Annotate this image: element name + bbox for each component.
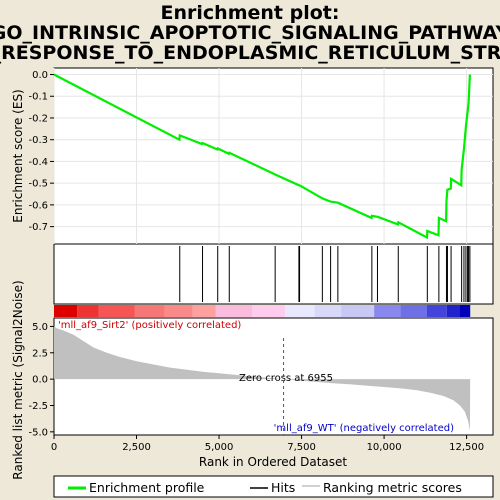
es-panel — [53, 67, 494, 245]
x-tick-label: 2,500 — [122, 442, 151, 453]
rank-y-tick-label: 2.5 — [32, 348, 48, 359]
rank-y-tick-label: 5.0 — [32, 322, 48, 333]
colorbar-segment — [252, 305, 286, 317]
es-y-tick-label: -0.5 — [28, 179, 48, 190]
colorbar-segment — [54, 305, 78, 317]
ranking-metric-area — [54, 326, 471, 431]
positive-label: 'mll_af9_Sirt2' (positively correlated) — [58, 320, 241, 331]
zero-cross-label: Zero cross at 6955 — [239, 373, 333, 384]
ranking-metric-fill — [54, 326, 471, 431]
es-y-tick-label: -0.6 — [28, 200, 48, 211]
rank-y-tick-label: -5.0 — [28, 427, 48, 438]
es-y-tick-label: -0.7 — [28, 222, 48, 233]
es-y-tick-label: -0.4 — [28, 157, 48, 168]
enrichment-profile-line — [53, 73, 471, 240]
rank-y-tick-label: -2.5 — [28, 401, 48, 412]
hits-panel — [53, 243, 494, 305]
title-line-1: Enrichment plot: — [161, 2, 340, 24]
colorbar-segment — [164, 305, 193, 317]
es-y-ticks: 0.0 -0.1 -0.2 -0.3 -0.4 -0.5 -0.6 -0.7 — [28, 70, 54, 233]
enrichment-profile — [53, 73, 471, 240]
x-axis-label: Rank in Ordered Dataset — [199, 455, 347, 469]
es-y-tick-label: -0.2 — [28, 113, 48, 124]
es-y-tick-label: -0.3 — [28, 135, 48, 146]
legend-label-enrichment: Enrichment profile — [89, 480, 205, 495]
colorbar-segment — [426, 305, 447, 317]
rank-y-label: Ranked list metric (Signal2Noise) — [11, 280, 25, 479]
rank-y-tick-label: 0.0 — [32, 375, 48, 386]
es-y-label: Enrichment score (ES) — [11, 89, 25, 222]
x-ticks: 0 2,500 5,000 7,500 10,000 12,500 — [51, 435, 484, 453]
chart-title: Enrichment plot: GO_INTRINSIC_APOPTOTIC_… — [0, 2, 500, 64]
colorbar-segment — [77, 305, 99, 317]
es-y-tick-label: 0.0 — [32, 70, 48, 81]
colorbar-segment — [459, 305, 471, 317]
hit-lines — [179, 246, 471, 302]
legend: Enrichment profile Hits Ranking metric s… — [53, 475, 494, 498]
colorbar-segment — [341, 305, 375, 317]
x-tick-label: 10,000 — [367, 442, 402, 453]
colorbar-segment — [374, 305, 401, 317]
colorbar-segment — [400, 305, 427, 317]
colorbar-segment — [192, 305, 216, 317]
colorbar-segment — [285, 305, 315, 317]
title-line-2: GO_INTRINSIC_APOPTOTIC_SIGNALING_PATHWAY — [0, 22, 500, 44]
legend-box — [53, 475, 494, 498]
rank-colorbar — [54, 305, 471, 317]
es-grid — [53, 68, 493, 244]
colorbar-segment — [446, 305, 460, 317]
colorbar-segment — [98, 305, 135, 317]
negative-label: 'mll_af9_WT' (negatively correlated) — [274, 423, 454, 434]
es-y-tick-label: -0.1 — [28, 92, 48, 103]
x-tick-label: 7,500 — [287, 442, 316, 453]
colorbar-segment — [215, 305, 253, 317]
legend-label-hits: Hits — [271, 480, 295, 495]
x-tick-label: 5,000 — [205, 442, 234, 453]
legend-label-ranking: Ranking metric scores — [323, 480, 462, 495]
colorbar-segment — [134, 305, 165, 317]
x-tick-label: 12,500 — [449, 442, 484, 453]
x-tick-label: 0 — [51, 442, 57, 453]
title-line-3: _IN_RESPONSE_TO_ENDOPLASMIC_RETICULUM_ST… — [0, 42, 500, 64]
rank-y-ticks: 5.0 2.5 0.0 -2.5 -5.0 — [28, 322, 54, 438]
colorbar-segment — [314, 305, 342, 317]
